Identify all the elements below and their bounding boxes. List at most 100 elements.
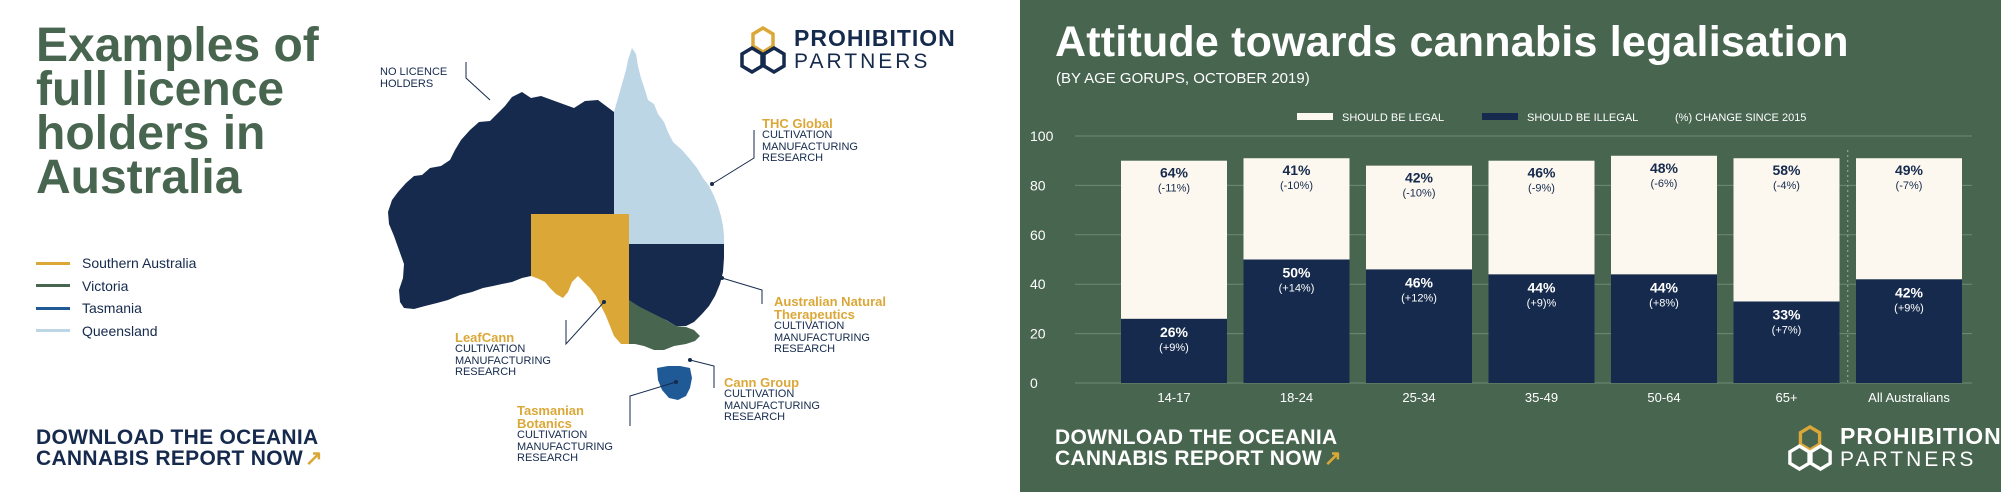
download-report-link-right[interactable]: DOWNLOAD THE OCEANIA CANNABIS REPORT NOW… <box>1055 427 1342 469</box>
change-label-legal: (-10%) <box>1280 180 1313 192</box>
data-label-legal: 48% <box>1650 160 1679 176</box>
annotation-line: MANUFACTURING <box>762 140 858 153</box>
logo-line-1: PROHIBITION <box>794 25 956 51</box>
change-label-legal: (-4%) <box>1773 180 1800 192</box>
annotation-line: CULTIVATION <box>724 388 795 400</box>
x-tick-label: 50-64 <box>1647 390 1680 405</box>
legend-label-legal: SHOULD BE LEGAL <box>1342 112 1444 124</box>
annotation-line: MANUFACTURING <box>724 399 820 412</box>
data-label-illegal: 44% <box>1527 279 1556 295</box>
annotation-leafcann: LeafCann CULTIVATION MANUFACTURING RESEA… <box>455 331 551 379</box>
change-label-legal: (-9%) <box>1528 183 1555 195</box>
data-label-illegal: 50% <box>1282 265 1311 281</box>
annotation-line: CULTIVATION <box>517 429 588 441</box>
bar-should-be-illegal <box>1366 269 1472 383</box>
map-region-western-northern <box>388 92 614 309</box>
logo-wordmark: PROHIBITION PARTNERS <box>1840 423 2001 472</box>
change-label-illegal: (+9%) <box>1894 302 1924 314</box>
annotation-line: MANUFACTURING <box>517 440 613 453</box>
download-report-link[interactable]: DOWNLOAD THE OCEANIA CANNABIS REPORT NOW… <box>36 427 323 469</box>
annotation-line: RESEARCH <box>762 152 824 164</box>
annotation-line: CULTIVATION <box>774 320 845 332</box>
logo-line-2: PARTNERS <box>794 50 931 73</box>
leader-dots <box>602 182 724 384</box>
change-label-legal: (-11%) <box>1158 183 1190 195</box>
y-tick-label: 60 <box>1030 227 1046 243</box>
legend-label: Southern Australia <box>82 255 197 272</box>
annotation-company: Therapeutics <box>774 307 855 322</box>
map-region-south-australia <box>531 214 629 344</box>
leader-dot <box>688 358 692 362</box>
leader-dot <box>674 380 678 384</box>
change-label-legal: (-6%) <box>1651 178 1678 190</box>
region-legend: Southern Australia Victoria Tasmania Que… <box>36 252 196 342</box>
x-tick-label: All Australians <box>1868 390 1950 405</box>
annotation-company: LeafCann <box>455 330 515 345</box>
legend-label-illegal: SHOULD BE ILLEGAL <box>1527 112 1638 124</box>
change-label-illegal: (+7%) <box>1772 324 1802 336</box>
annotation-cann-group: Cann Group CULTIVATION MANUFACTURING RES… <box>724 376 820 424</box>
bar-should-be-illegal <box>1611 274 1717 383</box>
leader-no-licence <box>465 62 491 101</box>
annotation-australian-natural-therapeutics: Australian Natural Therapeutics CULTIVAT… <box>774 295 886 356</box>
annotation-company: Botanics <box>517 416 572 431</box>
prohibition-partners-logo-footer[interactable]: PROHIBITION PARTNERS <box>1786 425 2001 471</box>
logo-wordmark: PROHIBITION PARTNERS <box>794 25 956 74</box>
chart-subtitle: (BY AGE GORUPS, OCTOBER 2019) <box>1056 70 1310 87</box>
bar-should-be-legal <box>1733 158 1840 302</box>
change-label-illegal: (+12%) <box>1401 292 1437 304</box>
data-label-illegal: 46% <box>1405 274 1434 290</box>
legend-item-tasmania: Tasmania <box>36 297 196 320</box>
hexagon-cluster-icon <box>1788 425 1832 471</box>
x-tick-label: 14-17 <box>1157 390 1190 405</box>
bar-should-be-illegal <box>1121 318 1227 383</box>
leader-ant <box>721 277 763 304</box>
left-panel: Examples of full licence holders in Aust… <box>36 21 956 469</box>
prohibition-partners-logo[interactable]: PROHIBITION PARTNERS <box>738 26 956 74</box>
change-label-illegal: (+9)% <box>1527 297 1557 309</box>
cta-line-2: CANNABIS REPORT NOW <box>36 447 304 470</box>
annotation-line: CULTIVATION <box>455 343 526 355</box>
annotation-line: MANUFACTURING <box>774 331 870 344</box>
data-label-legal: 49% <box>1895 162 1924 178</box>
y-tick-label: 40 <box>1030 276 1046 292</box>
data-label-illegal: 33% <box>1772 306 1801 322</box>
leader-dot <box>602 300 606 304</box>
change-label-illegal: (+14%) <box>1279 283 1315 295</box>
annotation-thc-global: THC Global CULTIVATION MANUFACTURING RES… <box>762 117 858 165</box>
x-tick-label: 25-34 <box>1402 390 1435 405</box>
bar-should-be-illegal <box>1488 274 1595 383</box>
logo-line-2: PARTNERS <box>1840 448 1977 471</box>
data-label-legal: 41% <box>1282 162 1311 178</box>
australia-map <box>388 48 763 426</box>
annotation-company: Tasmanian <box>517 403 584 418</box>
leader-lines <box>465 62 763 426</box>
bar-should-be-legal <box>1366 165 1472 270</box>
logo-line-1: PROHIBITION <box>1840 423 2001 449</box>
arrow-up-right-icon: ↗ <box>305 447 323 470</box>
annotation-company: THC Global <box>762 116 833 131</box>
leader-dot <box>720 276 724 280</box>
x-tick-label: 35-49 <box>1525 390 1558 405</box>
stacked-bar-chart: 0 20 40 60 80 100 64% (-11%) 26% (+9%) 14-17 41% (-1… <box>1030 112 1972 405</box>
annotation-line: NO LICENCE <box>380 66 448 78</box>
chart-title: Attitude towards cannabis legalisation <box>1055 18 1849 66</box>
bar-should-be-legal <box>1611 155 1717 275</box>
cta-line-1: DOWNLOAD THE OCEANIA <box>36 426 319 449</box>
legend-swatch <box>36 284 70 288</box>
legend-swatch <box>36 329 70 333</box>
legend-label: Queensland <box>82 322 158 339</box>
annotation-company: Australian Natural <box>774 294 886 309</box>
annotation-line: HOLDERS <box>380 77 434 90</box>
change-label-legal: (-10%) <box>1402 188 1435 200</box>
annotation-line: CULTIVATION <box>762 129 833 141</box>
change-label-illegal: (+8%) <box>1649 297 1679 309</box>
legend-swatch-illegal <box>1482 113 1518 120</box>
bar-should-be-illegal <box>1856 279 1962 383</box>
cta-line-1: DOWNLOAD THE OCEANIA <box>1055 426 1338 449</box>
annotation-no-licence: NO LICENCE HOLDERS <box>380 66 448 90</box>
data-label-legal: 46% <box>1527 165 1556 181</box>
x-tick-label: 18-24 <box>1280 390 1313 405</box>
bar-should-be-legal <box>1488 160 1595 275</box>
data-label-legal: 42% <box>1405 170 1434 186</box>
